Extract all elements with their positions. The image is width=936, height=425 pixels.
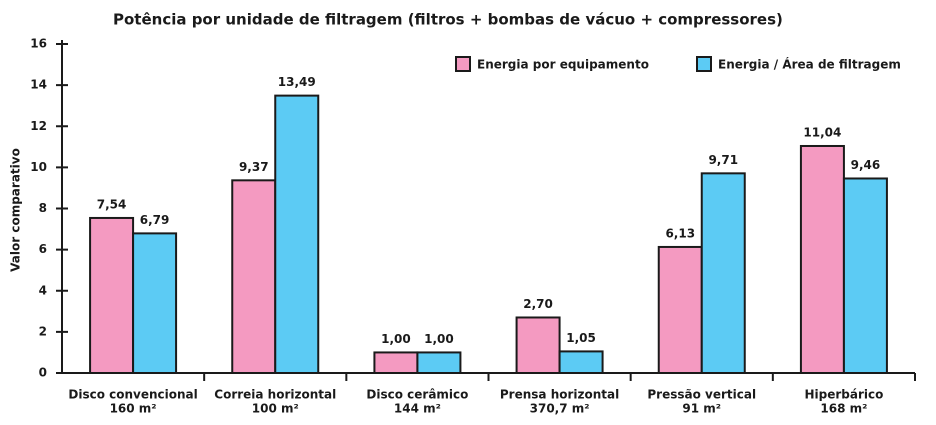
x-tick-label: Pressão vertical	[647, 388, 756, 402]
value-label: 7,54	[97, 197, 127, 211]
x-tick-label: 100 m²	[252, 402, 299, 416]
x-tick-label: Correia horizontal	[214, 388, 336, 402]
legend-label: Energia por equipamento	[477, 58, 649, 72]
y-tick-label: 8	[39, 201, 47, 215]
x-tick-label: 370,7 m²	[530, 402, 590, 416]
x-tick-label: Hiperbárico	[804, 388, 883, 402]
bar	[657, 245, 703, 374]
bar	[799, 144, 845, 374]
bar	[700, 172, 746, 374]
value-label: 1,00	[424, 332, 454, 346]
x-tick-label: Disco convencional	[68, 388, 197, 402]
value-label: 6,13	[665, 226, 695, 240]
legend-label: Energia / Área de filtragem	[718, 57, 901, 72]
y-tick-label: 0	[39, 366, 47, 380]
x-tick-label: 144 m²	[394, 402, 441, 416]
bar	[132, 232, 178, 374]
y-tick-label: 14	[30, 78, 47, 92]
bar	[515, 316, 561, 375]
x-tick-label: Disco cerâmico	[366, 388, 468, 402]
y-tick-label: 6	[39, 242, 47, 256]
bar	[416, 351, 462, 374]
y-tick-label: 10	[30, 160, 47, 174]
y-tick-label: 4	[39, 283, 47, 297]
y-tick-label: 16	[30, 37, 47, 51]
value-label: 1,00	[381, 332, 411, 346]
value-label: 11,04	[803, 125, 841, 139]
bar	[842, 177, 888, 374]
y-axis-label: Valor comparativo	[9, 148, 23, 272]
x-tick-label: 91 m²	[682, 402, 721, 416]
chart-title: Potência por unidade de filtragem (filtr…	[113, 11, 783, 29]
value-label: 1,05	[566, 331, 596, 345]
value-label: 9,71	[708, 153, 738, 167]
x-tick-label: Prensa horizontal	[500, 388, 619, 402]
y-tick-label: 12	[30, 119, 47, 133]
value-label: 9,37	[239, 160, 269, 174]
bar	[558, 350, 604, 374]
bar	[274, 94, 320, 374]
y-tick-label: 2	[39, 324, 47, 338]
x-tick-label: 160 m²	[110, 402, 157, 416]
bar	[89, 216, 135, 374]
value-label: 9,46	[851, 158, 881, 172]
value-label: 6,79	[140, 213, 170, 227]
bar	[373, 351, 419, 374]
x-tick-label: 168 m²	[820, 402, 867, 416]
value-label: 2,70	[523, 297, 553, 311]
legend-swatch	[696, 56, 712, 72]
legend-swatch	[455, 56, 471, 72]
bar	[231, 179, 277, 374]
value-label: 13,49	[278, 75, 316, 89]
